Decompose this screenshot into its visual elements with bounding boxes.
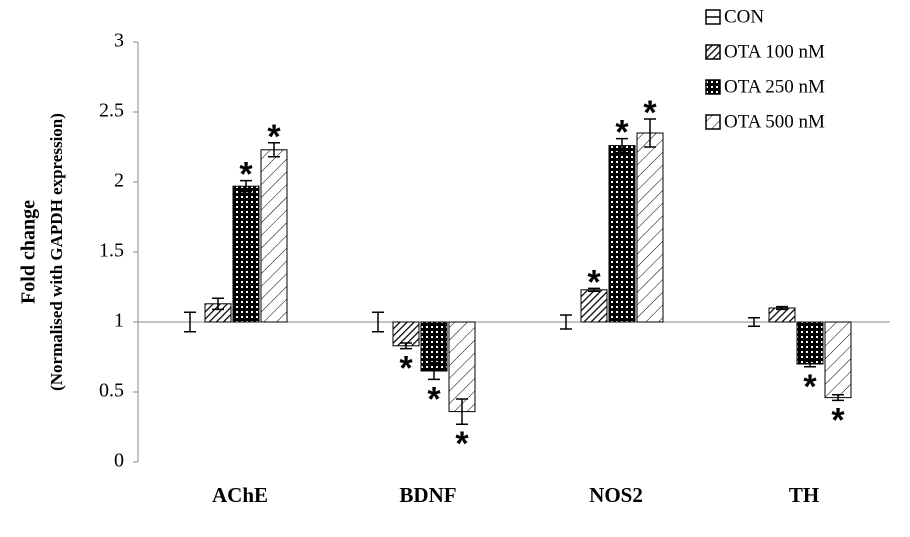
significance-marker: *	[267, 118, 281, 156]
bar	[392, 321, 420, 347]
significance-marker: *	[587, 263, 601, 301]
legend-label: CON	[724, 6, 764, 27]
legend-swatch	[705, 114, 721, 130]
significance-marker: *	[831, 401, 845, 439]
bar	[260, 149, 288, 323]
error-bar	[560, 314, 572, 330]
legend-swatch	[705, 79, 721, 95]
significance-marker: *	[399, 350, 413, 388]
error-bar	[184, 311, 196, 333]
error-bar	[240, 179, 252, 193]
legend-label: OTA 500 nM	[724, 111, 825, 132]
y-tick-label: 3	[114, 30, 124, 52]
error-bar	[832, 394, 844, 402]
bar	[448, 321, 476, 413]
error-bar	[616, 137, 628, 154]
y-tick-label: 1.5	[99, 240, 124, 262]
error-bar	[748, 317, 760, 327]
bar	[580, 289, 608, 323]
bar	[420, 321, 448, 372]
legend-swatch	[705, 44, 721, 60]
significance-marker: *	[615, 114, 629, 152]
y-tick-label: 1	[114, 310, 124, 332]
y-tick-label: 2	[114, 170, 124, 192]
error-bar	[212, 297, 224, 311]
significance-marker: *	[455, 425, 469, 463]
legend-label: OTA 100 nM	[724, 41, 825, 62]
error-bar	[776, 305, 788, 311]
error-bar	[804, 360, 816, 368]
significance-marker: *	[803, 368, 817, 406]
y-tick-label: 0.5	[99, 380, 124, 402]
error-bar	[400, 342, 412, 350]
bar	[796, 321, 824, 365]
bar	[824, 321, 852, 399]
bar	[636, 132, 664, 323]
legend-label: OTA 250 nM	[724, 76, 825, 97]
error-bar	[644, 118, 656, 148]
y-axis-label: Fold change (Normalised with GAPDH expre…	[18, 113, 66, 391]
significance-marker: *	[239, 156, 253, 194]
error-bar	[268, 142, 280, 158]
error-bar	[456, 398, 468, 425]
x-tick-label: AChE	[212, 483, 268, 507]
significance-marker: *	[427, 380, 441, 418]
error-bar	[372, 311, 384, 333]
bar	[232, 185, 260, 323]
significance-marker: *	[643, 94, 657, 132]
y-tick-label: 0	[114, 450, 124, 472]
error-bar	[588, 287, 600, 292]
x-tick-label: TH	[789, 483, 819, 507]
x-tick-label: BDNF	[399, 483, 456, 507]
y-axis-subtitle: (Normalised with GAPDH expression)	[47, 113, 66, 391]
error-bar	[428, 361, 440, 381]
x-tick-label: NOS2	[589, 483, 643, 507]
y-tick-label: 2.5	[99, 100, 124, 122]
y-axis-title: Fold change	[18, 200, 40, 304]
bar	[608, 145, 636, 323]
